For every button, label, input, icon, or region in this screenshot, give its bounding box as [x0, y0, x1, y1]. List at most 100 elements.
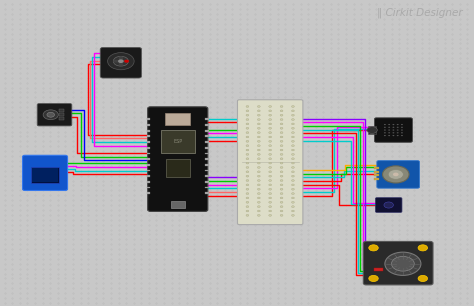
Circle shape	[257, 201, 260, 203]
FancyBboxPatch shape	[374, 118, 412, 142]
Bar	[147, 152, 151, 154]
Bar	[374, 268, 383, 271]
Circle shape	[280, 158, 283, 160]
Circle shape	[257, 206, 260, 207]
Text: ESP: ESP	[173, 139, 182, 144]
Circle shape	[269, 127, 272, 129]
Bar	[205, 192, 209, 194]
Circle shape	[257, 110, 260, 112]
Circle shape	[269, 215, 272, 216]
Circle shape	[292, 149, 294, 151]
Circle shape	[269, 106, 272, 107]
Circle shape	[280, 127, 283, 129]
Circle shape	[280, 215, 283, 216]
Circle shape	[292, 184, 294, 186]
Circle shape	[269, 145, 272, 147]
Circle shape	[269, 201, 272, 203]
Circle shape	[246, 123, 249, 125]
Circle shape	[383, 166, 409, 183]
Circle shape	[257, 166, 260, 168]
Circle shape	[269, 154, 272, 155]
Circle shape	[280, 201, 283, 203]
Bar	[59, 113, 64, 116]
Circle shape	[292, 175, 294, 177]
Circle shape	[47, 112, 55, 117]
FancyBboxPatch shape	[375, 198, 402, 212]
Circle shape	[269, 175, 272, 177]
Circle shape	[292, 210, 294, 212]
Circle shape	[246, 149, 249, 151]
FancyBboxPatch shape	[23, 155, 67, 190]
Bar	[205, 141, 209, 143]
Circle shape	[397, 129, 399, 131]
Circle shape	[292, 162, 294, 164]
Bar	[147, 130, 151, 132]
FancyBboxPatch shape	[237, 100, 303, 225]
Bar	[59, 109, 64, 112]
Circle shape	[292, 145, 294, 147]
Circle shape	[257, 158, 260, 160]
Circle shape	[369, 275, 378, 282]
Circle shape	[257, 162, 260, 164]
Circle shape	[401, 135, 403, 136]
Circle shape	[269, 171, 272, 173]
Circle shape	[384, 129, 386, 131]
Circle shape	[388, 127, 390, 128]
Ellipse shape	[118, 56, 123, 61]
Circle shape	[246, 171, 249, 173]
Circle shape	[397, 132, 399, 133]
Circle shape	[280, 166, 283, 168]
Circle shape	[280, 110, 283, 112]
Circle shape	[269, 123, 272, 125]
Circle shape	[280, 193, 283, 195]
Circle shape	[257, 184, 260, 186]
Circle shape	[292, 171, 294, 173]
Ellipse shape	[118, 62, 123, 66]
Bar	[171, 201, 185, 208]
Bar	[205, 164, 209, 166]
Circle shape	[280, 123, 283, 125]
Bar	[147, 192, 151, 194]
Bar	[147, 175, 151, 177]
Circle shape	[292, 180, 294, 181]
Circle shape	[280, 188, 283, 190]
Circle shape	[246, 140, 249, 142]
Circle shape	[269, 140, 272, 142]
Circle shape	[384, 135, 386, 136]
Circle shape	[280, 206, 283, 207]
Circle shape	[292, 114, 294, 116]
Circle shape	[384, 127, 386, 128]
Circle shape	[292, 158, 294, 160]
Bar	[368, 126, 376, 134]
Circle shape	[280, 136, 283, 138]
Circle shape	[269, 158, 272, 160]
Bar	[147, 118, 151, 120]
Circle shape	[257, 180, 260, 181]
Circle shape	[246, 114, 249, 116]
Circle shape	[269, 162, 272, 164]
Circle shape	[280, 154, 283, 155]
Circle shape	[388, 135, 390, 136]
Circle shape	[292, 201, 294, 203]
Bar	[205, 136, 209, 137]
Circle shape	[269, 114, 272, 116]
Bar	[147, 124, 151, 126]
Circle shape	[246, 132, 249, 133]
Circle shape	[269, 180, 272, 181]
Circle shape	[388, 170, 403, 179]
Circle shape	[113, 56, 128, 66]
Circle shape	[246, 201, 249, 203]
Circle shape	[257, 215, 260, 216]
Circle shape	[257, 114, 260, 116]
Circle shape	[246, 210, 249, 212]
Circle shape	[393, 173, 399, 176]
Circle shape	[292, 123, 294, 125]
Circle shape	[246, 215, 249, 216]
Circle shape	[257, 123, 260, 125]
Circle shape	[257, 175, 260, 177]
Bar	[205, 170, 209, 171]
Ellipse shape	[113, 60, 120, 63]
Circle shape	[246, 193, 249, 195]
Circle shape	[246, 166, 249, 168]
Circle shape	[401, 129, 403, 131]
